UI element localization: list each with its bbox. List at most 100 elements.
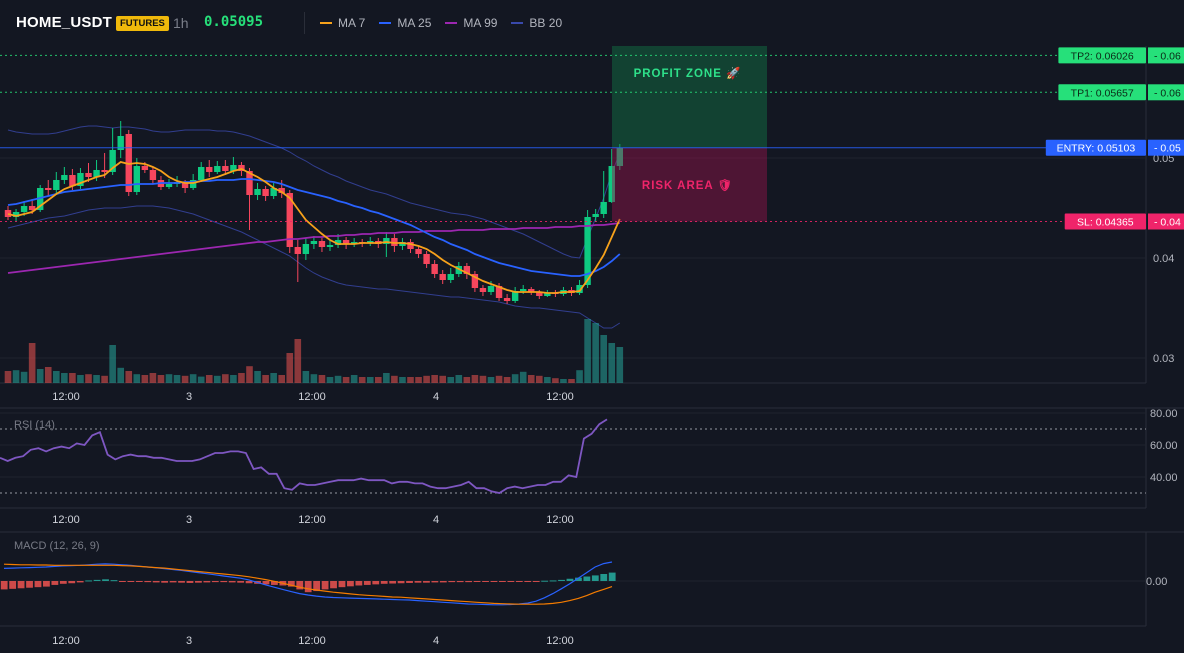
rsi-axis-tick: 40.00	[1150, 472, 1178, 484]
volume-bar	[431, 375, 438, 383]
candle-body	[495, 286, 503, 298]
candle-body	[206, 167, 213, 172]
macd-histogram-bar	[591, 575, 599, 581]
candle-body	[511, 291, 519, 301]
volume-bar	[302, 371, 310, 383]
candle-body	[608, 166, 615, 202]
volume-bar	[463, 377, 471, 383]
macd-histogram-bar	[220, 581, 228, 583]
macd-histogram-bar	[296, 581, 304, 590]
candle-body	[326, 245, 334, 247]
macd-histogram-bar	[380, 581, 388, 584]
volume-bar	[101, 375, 108, 383]
candle-body	[37, 188, 44, 210]
level-axis-text: - 0.06	[1154, 87, 1181, 99]
volume-bar	[310, 374, 318, 383]
macd-histogram-bar	[262, 581, 270, 585]
level-tag	[1064, 213, 1146, 230]
futures-badge: FUTURES	[116, 16, 169, 31]
candle-body	[101, 170, 108, 172]
candle-body	[238, 165, 245, 171]
candle-body	[286, 193, 293, 247]
volume-bar	[4, 371, 12, 383]
macd-histogram-bar	[228, 581, 236, 583]
candle-body	[342, 240, 350, 244]
macd-histogram-bar	[119, 581, 126, 582]
bb-upper-line	[7, 125, 621, 259]
macd-histogram-bar	[515, 581, 523, 582]
volume-bar	[20, 371, 28, 383]
legend-ma25[interactable]: MA 25	[379, 16, 431, 30]
indicator-legend: MA 7 MA 25 MA 99 BB 20	[320, 16, 562, 30]
candle-body	[415, 249, 422, 254]
macd-histogram-bar	[76, 581, 84, 583]
symbol-name[interactable]: HOME_USDT	[16, 14, 112, 31]
volume-bar	[334, 375, 342, 383]
macd-histogram-bar	[195, 581, 202, 583]
candle-body	[262, 189, 269, 196]
macd-histogram-bar	[499, 581, 506, 582]
macd-histogram-bar	[178, 581, 185, 583]
volume-bar	[246, 366, 253, 383]
legend-ma99[interactable]: MA 99	[445, 16, 497, 30]
ma7-line	[7, 161, 621, 294]
level-axis-text: - 0.04	[1154, 217, 1181, 229]
bb-lower-line	[7, 205, 621, 329]
legend-swatch	[511, 22, 524, 24]
legend-bb20[interactable]: BB 20	[511, 16, 562, 30]
level-tag-text: SL: 0.04365	[1077, 217, 1134, 229]
rsi-x-tick: 3	[186, 514, 192, 526]
macd-histogram-bar	[0, 581, 8, 590]
volume-bar	[12, 370, 20, 383]
candle-body	[77, 173, 84, 186]
macd-signal-line	[3, 563, 613, 605]
candle-body	[471, 274, 479, 288]
timeframe-label[interactable]: 1h	[173, 15, 189, 31]
volume-bar	[600, 335, 607, 383]
candle-body	[45, 188, 52, 190]
macd-histogram-bar	[490, 581, 498, 582]
candle-body	[423, 254, 430, 264]
volume-bar	[391, 375, 398, 383]
level-tag-text: ENTRY: 0.05103	[1057, 143, 1136, 155]
candle-body	[20, 206, 28, 212]
macd-histogram-bar	[456, 581, 464, 583]
candle-body	[165, 184, 173, 187]
macd-histogram-bar	[608, 572, 616, 581]
volume-bar	[568, 379, 575, 383]
volume-bar	[294, 339, 302, 383]
volume-bar	[77, 375, 84, 383]
macd-histogram-bar	[431, 581, 439, 583]
candle-body	[294, 247, 301, 254]
legend-ma7[interactable]: MA 7	[320, 16, 365, 30]
volume-bar	[471, 375, 479, 383]
volume-bar	[69, 373, 76, 383]
volume-bar	[592, 323, 599, 383]
volume-bar	[318, 375, 326, 383]
volume-bar	[214, 375, 221, 383]
macd-histogram-bar	[186, 581, 194, 583]
candle-body	[463, 266, 471, 274]
volume-bar	[36, 369, 44, 383]
volume-bar	[487, 377, 495, 383]
candle-body	[189, 180, 197, 188]
candle-body	[334, 240, 342, 245]
volume-bar	[278, 375, 285, 383]
macd-histogram-bar	[558, 579, 565, 581]
macd-histogram-bar	[51, 581, 59, 585]
volume-bar	[479, 375, 487, 383]
legend-label: MA 99	[463, 16, 498, 30]
candle-body	[503, 298, 511, 301]
candle-body	[61, 175, 68, 180]
macd-histogram-bar	[110, 580, 118, 582]
ma99-line	[7, 222, 620, 274]
volume-bar	[576, 370, 583, 383]
macd-histogram-bar	[541, 580, 549, 582]
candle-body	[391, 238, 398, 246]
candle-body	[544, 293, 551, 296]
volume-bar	[399, 377, 406, 383]
macd-histogram-bar	[532, 581, 540, 582]
volume-bar	[326, 377, 334, 383]
level-axis-tag	[1148, 213, 1184, 230]
